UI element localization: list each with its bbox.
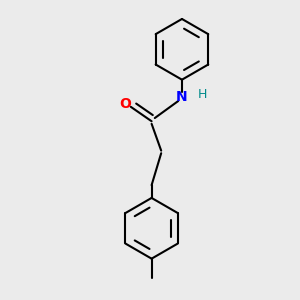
Text: H: H: [198, 88, 207, 101]
Text: N: N: [176, 90, 188, 104]
Text: O: O: [119, 97, 131, 111]
